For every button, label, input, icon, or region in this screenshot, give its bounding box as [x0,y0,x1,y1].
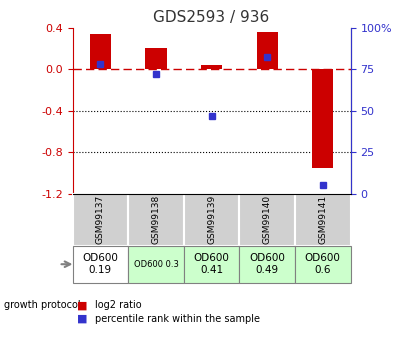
Bar [257,32,278,69]
Text: ■: ■ [77,314,87,324]
Text: GSM99138: GSM99138 [152,195,160,244]
FancyBboxPatch shape [184,246,239,283]
Text: GSM99140: GSM99140 [263,195,272,244]
Text: OD600 0.3: OD600 0.3 [133,260,179,269]
Text: percentile rank within the sample: percentile rank within the sample [95,314,260,324]
FancyBboxPatch shape [295,246,351,283]
Text: GSM99139: GSM99139 [207,195,216,244]
Text: log2 ratio: log2 ratio [95,300,141,310]
FancyBboxPatch shape [73,194,128,246]
Text: GSM99141: GSM99141 [318,195,327,244]
Text: growth protocol: growth protocol [4,300,81,310]
FancyBboxPatch shape [73,246,128,283]
Title: GDS2593 / 936: GDS2593 / 936 [154,10,270,25]
Bar [312,69,333,168]
FancyBboxPatch shape [184,194,239,246]
Text: OD600
0.49: OD600 0.49 [249,254,285,275]
Bar [90,34,111,69]
Text: GSM99137: GSM99137 [96,195,105,244]
Bar [145,48,166,69]
FancyBboxPatch shape [295,194,351,246]
Text: ■: ■ [77,300,87,310]
Bar [201,65,222,69]
FancyBboxPatch shape [239,246,295,283]
FancyBboxPatch shape [239,194,295,246]
FancyBboxPatch shape [128,194,184,246]
Text: OD600
0.41: OD600 0.41 [193,254,230,275]
Text: OD600
0.6: OD600 0.6 [305,254,341,275]
Text: OD600
0.19: OD600 0.19 [82,254,118,275]
FancyBboxPatch shape [128,246,184,283]
